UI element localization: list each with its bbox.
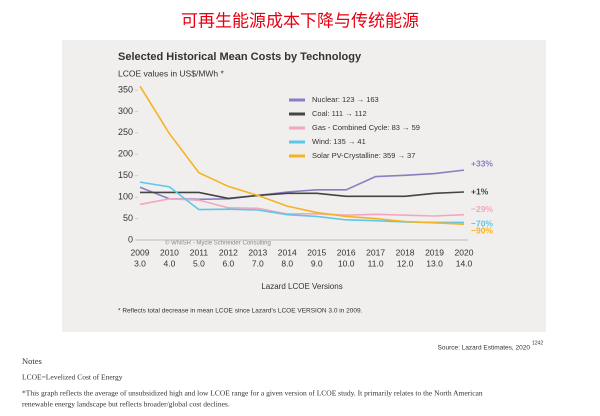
- end-label: −70%: [471, 219, 493, 229]
- legend-label: Wind: 135 → 41: [312, 137, 366, 146]
- y-tick-label: 150: [118, 170, 133, 180]
- x-axis-label: Lazard LCOE Versions: [261, 282, 342, 291]
- y-tick-label: 50: [123, 213, 133, 223]
- x-tick-sublabel: 5.0: [193, 258, 205, 268]
- end-label: −90%: [471, 225, 493, 235]
- x-tick-label: 2011: [190, 247, 209, 257]
- x-tick-sublabel: 10.0: [338, 258, 355, 268]
- x-tick-sublabel: 12.0: [397, 258, 414, 268]
- x-tick-sublabel: 8.0: [281, 258, 293, 268]
- x-tick-label: 2012: [219, 247, 238, 257]
- series-line: [139, 85, 465, 225]
- x-tick-label: 2013: [248, 247, 267, 257]
- y-tick-label: 100: [118, 192, 133, 202]
- note-line: renewable energy landscape but reflects …: [22, 400, 230, 409]
- legend-label: Nuclear: 123 → 163: [312, 95, 379, 104]
- x-tick-label: 2018: [396, 247, 415, 257]
- end-label: +1%: [471, 186, 489, 196]
- series-line: [139, 198, 465, 217]
- legend-label: Solar PV-Crystalline: 359 → 37: [312, 151, 415, 160]
- chart-subtitle: LCOE values in US$/MWh *: [118, 68, 225, 78]
- x-tick-label: 2020: [455, 247, 474, 257]
- note-line: *This graph reflects the average of unsu…: [22, 389, 483, 398]
- x-tick-label: 2014: [278, 247, 297, 257]
- chart-title: Selected Historical Mean Costs by Techno…: [118, 51, 362, 63]
- end-label: −29%: [471, 204, 493, 214]
- x-tick-sublabel: 7.0: [252, 258, 264, 268]
- footnote: * Reflects total decrease in mean LCOE s…: [118, 308, 363, 315]
- x-tick-sublabel: 6.0: [222, 258, 234, 268]
- x-tick-sublabel: 9.0: [311, 258, 323, 268]
- page-title: 可再生能源成本下降与传统能源: [181, 11, 419, 30]
- y-tick-label: 0: [128, 234, 133, 244]
- legend-label: Coal: 111 → 112: [312, 109, 367, 118]
- note-line: LCOE=Levelized Cost of Energy: [22, 373, 123, 382]
- x-tick-label: 2015: [307, 247, 326, 257]
- series-line: [140, 191, 465, 200]
- y-tick-label: 300: [118, 106, 133, 116]
- x-tick-label: 2019: [425, 247, 444, 257]
- y-tick-label: 350: [118, 84, 133, 94]
- y-tick-label: 250: [118, 127, 133, 137]
- chart-panel: [62, 40, 546, 332]
- watermark: © WNISR - Mycle Schneider Consulting: [165, 240, 271, 247]
- x-tick-label: 2017: [366, 247, 385, 257]
- x-tick-sublabel: 3.0: [134, 258, 146, 268]
- notes-heading: Notes: [22, 356, 42, 366]
- x-tick-sublabel: 11.0: [368, 258, 384, 268]
- legend-label: Gas - Combined Cycle: 83 → 59: [312, 123, 420, 132]
- x-tick-label: 2016: [337, 247, 356, 257]
- x-tick-sublabel: 13.0: [426, 258, 443, 268]
- x-tick-label: 2010: [160, 247, 179, 257]
- x-tick-sublabel: 14.0: [456, 258, 473, 268]
- x-tick-sublabel: 4.0: [164, 258, 176, 268]
- y-tick-label: 200: [118, 149, 133, 159]
- x-tick-label: 2009: [131, 247, 150, 257]
- source-ref: 1242: [532, 340, 543, 346]
- end-label: +33%: [471, 158, 493, 168]
- source: Source: Lazard Estimates, 2020: [438, 345, 531, 352]
